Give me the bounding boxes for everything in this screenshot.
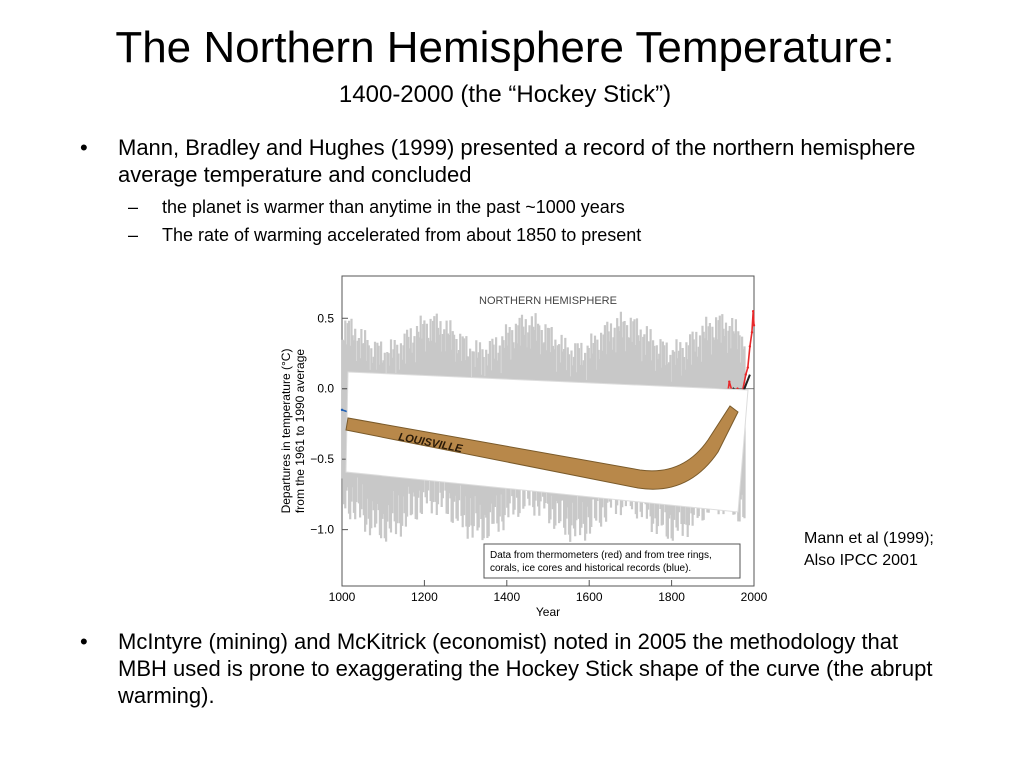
y-tick-label: 0.0: [317, 382, 334, 396]
x-tick-label: 2000: [741, 590, 768, 604]
x-tick-label: 1200: [411, 590, 438, 604]
y-axis-label: from the 1961 to 1990 average: [293, 349, 307, 513]
data-point-thermometers: [750, 331, 754, 334]
sub-bullet-text: The rate of warming accelerated from abo…: [162, 225, 642, 245]
bullet-text: McIntyre (mining) and McKitrick (economi…: [118, 629, 933, 708]
chart-note-line: Data from thermometers (red) and from tr…: [490, 550, 712, 561]
bullet-text: Mann, Bradley and Hughes (1999) presente…: [118, 135, 916, 187]
data-point-thermometers: [752, 324, 756, 327]
data-point-thermometers: [748, 345, 752, 348]
hockey-stick-chart: 1000 1200 1400 1600 1800 2000 0.5 0.0 −0.5 −1.0 Ye…: [268, 262, 768, 622]
chart-title: NORTHERN HEMISPHERE: [479, 295, 617, 307]
bullet-list-bottom: • McIntyre (mining) and McKitrick (econo…: [80, 628, 940, 709]
data-point-thermometers: [744, 373, 747, 376]
data-point-thermometers: [751, 310, 755, 313]
sub-bullet-dash: –: [128, 225, 139, 245]
x-tick-label: 1800: [658, 590, 685, 604]
data-point-thermometers: [728, 380, 731, 383]
data-point-proxy: [340, 408, 344, 412]
caption-line: Also IPCC 2001: [804, 552, 918, 569]
bullet-item: • McIntyre (mining) and McKitrick (econo…: [80, 628, 940, 709]
sub-bullet-item: – the planet is warmer than anytime in t…: [80, 196, 940, 218]
page-title: The Northern Hemisphere Temperature:: [115, 23, 895, 72]
page-subtitle: 1400-2000 (the “Hockey Stick”): [338, 81, 672, 108]
bullet-item: • Mann, Bradley and Hughes (1999) presen…: [80, 134, 940, 188]
y-tick-label: 0.5: [317, 311, 334, 325]
x-axis-label: Year: [536, 605, 560, 619]
y-axis-label: Departures in temperature (°C): [279, 349, 293, 514]
stick-shaft: [345, 405, 739, 490]
y-tick-label: −1.0: [310, 523, 334, 537]
bullet-dot: •: [80, 135, 88, 160]
chart-note-box: [483, 543, 741, 579]
x-tick-label: 1400: [493, 590, 520, 604]
bullet-list-top: • Mann, Bradley and Hughes (1999) presen…: [80, 134, 940, 246]
chart-caption: Mann et al (1999); Also IPCC 2001: [804, 528, 934, 572]
y-tick-label: −0.5: [310, 452, 334, 466]
chart-svg: 1000 1200 1400 1600 1800 2000 0.5 0.0 −0.5 −1.0 Ye…: [279, 275, 768, 619]
chart-note-line: corals, ice cores and historical records…: [490, 563, 691, 574]
bullet-dot: •: [80, 629, 88, 654]
data-point-thermometers: [746, 366, 750, 369]
x-tick-label: 1600: [576, 590, 603, 604]
sub-bullet-dash: –: [128, 197, 139, 217]
sub-bullet-text: the planet is warmer than anytime in the…: [162, 197, 625, 217]
x-tick-label: 1000: [329, 590, 356, 604]
caption-line: Mann et al (1999);: [804, 530, 934, 547]
sub-bullet-item: – The rate of warming accelerated from a…: [80, 224, 940, 246]
